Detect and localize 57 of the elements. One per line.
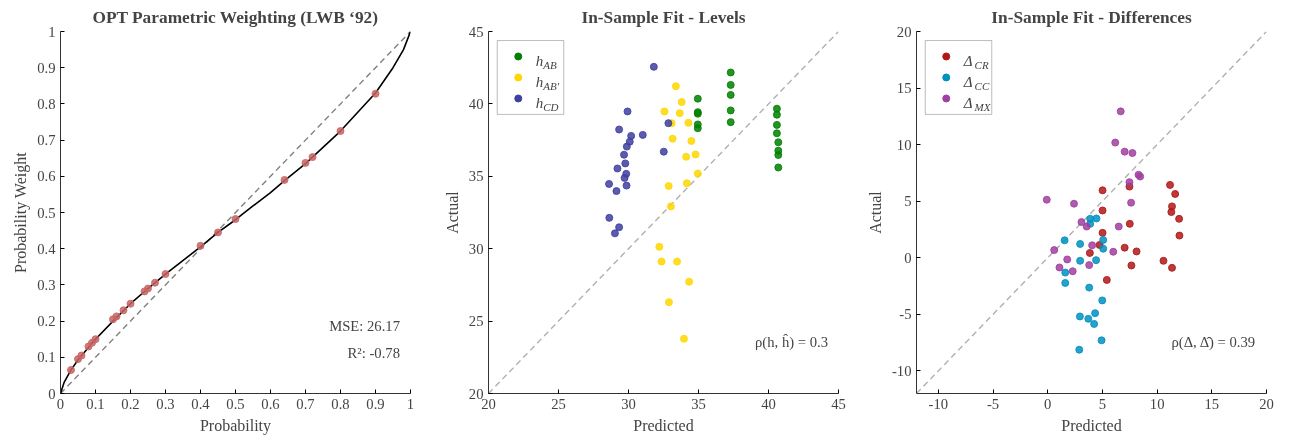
y-tick-label: -5	[899, 306, 912, 323]
annotation: ρ(Δ, Δ̂) = 0.39	[1171, 334, 1256, 352]
x-tick-label: 25	[551, 395, 566, 412]
chart-title: In-Sample Fit - Levels	[581, 7, 746, 27]
x-tick-label: 5	[1098, 395, 1107, 412]
x-tick-label: 0.6	[261, 395, 280, 412]
y-tick-label: 0	[904, 249, 912, 266]
y-tick-label: 0.2	[37, 313, 56, 330]
annotation: ρ(h, ĥ) = 0.3	[755, 334, 829, 352]
x-tick-label: 0	[1044, 395, 1052, 412]
x-tick-label: -10	[928, 395, 949, 412]
x-tick-label: 0.7	[296, 395, 315, 412]
y-tick-label: 5	[904, 193, 912, 210]
x-tick-label: 15	[1204, 395, 1220, 412]
x-tick-label: 35	[691, 395, 706, 412]
y-axis-title: Probability Weight	[12, 151, 31, 273]
y-tick-label: 20	[896, 23, 912, 40]
x-tick-label: 0.4	[191, 395, 211, 412]
y-tick-label: 25	[468, 313, 484, 330]
x-axis-title: Predicted	[1061, 416, 1122, 434]
y-tick-label: 0.1	[37, 349, 56, 366]
x-tick-label: 10	[1149, 395, 1165, 412]
y-tick-label: 0.5	[37, 204, 56, 221]
x-axis-title: Predicted	[633, 416, 694, 434]
x-tick-label: 45	[831, 395, 846, 412]
annotation: R²: -0.78	[347, 344, 400, 361]
y-tick-label: 0.7	[37, 132, 56, 149]
x-tick-label: 0.9	[366, 395, 385, 412]
x-tick-label: 0.3	[156, 395, 175, 412]
x-tick-label: 0.2	[121, 395, 140, 412]
y-tick-label: 0.8	[37, 95, 56, 112]
y-axis-title: Actual	[443, 190, 461, 234]
y-tick-label: -10	[891, 362, 912, 379]
x-tick-label: 20	[1259, 395, 1274, 412]
x-tick-label: 0.5	[226, 395, 245, 412]
y-tick-label: 0.3	[37, 276, 56, 293]
annotation: MSE: 26.17	[329, 317, 401, 334]
y-tick-label: 15	[896, 80, 912, 97]
x-tick-label: 0.8	[331, 395, 350, 412]
x-tick-label: 0.1	[86, 395, 105, 412]
y-tick-label: 1	[48, 23, 56, 40]
x-tick-label: 1	[406, 395, 415, 412]
chart-title: In-Sample Fit - Differences	[991, 7, 1192, 27]
y-tick-label: 10	[896, 136, 912, 153]
x-axis-title: Probability	[199, 416, 272, 435]
x-tick-label: 40	[761, 395, 776, 412]
y-tick-label: 0.4	[37, 240, 57, 257]
y-axis-title: Actual	[866, 190, 884, 234]
y-tick-label: 0.6	[37, 168, 56, 185]
y-tick-label: 35	[468, 168, 484, 185]
x-tick-label: -5	[986, 395, 1000, 412]
y-tick-label: 30	[468, 240, 484, 257]
y-tick-label: 45	[468, 23, 484, 40]
y-tick-label: 0.9	[37, 59, 56, 76]
chart-title: OPT Parametric Weighting (LWB ‘92)	[92, 7, 379, 27]
x-tick-label: 30	[621, 395, 636, 412]
y-tick-label: 40	[468, 95, 484, 112]
